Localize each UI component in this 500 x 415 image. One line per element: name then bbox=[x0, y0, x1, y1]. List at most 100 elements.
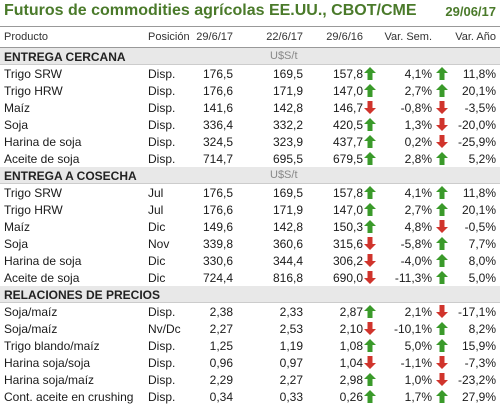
section-header: RELACIONES DE PRECIOS bbox=[0, 286, 500, 303]
arrow-up-icon bbox=[364, 339, 376, 352]
price-week-ago: 142,8 bbox=[272, 101, 303, 115]
var-yearly: 11,8% bbox=[462, 67, 496, 81]
column-header-price-current: 29/6/17 bbox=[196, 31, 233, 43]
product-name: Trigo SRW bbox=[4, 67, 63, 81]
arrow-down-icon bbox=[364, 356, 376, 369]
var-yearly: -3,5% bbox=[464, 101, 496, 115]
price-year-ago: 420,5 bbox=[332, 118, 363, 132]
var-weekly: -5,8% bbox=[400, 237, 432, 251]
section-title: ENTREGA CERCANA bbox=[4, 50, 126, 64]
arrow-up-icon bbox=[364, 67, 376, 80]
var-yearly: 5,2% bbox=[468, 152, 496, 166]
var-yearly: 7,7% bbox=[468, 237, 496, 251]
var-weekly: -1,1% bbox=[400, 356, 432, 370]
section-title: ENTREGA A COSECHA bbox=[4, 169, 137, 183]
table-row: Soja/maíz Nv/Dc 2,27 2,53 2,10 -10,1% 8,2% bbox=[0, 320, 500, 337]
arrow-up-icon bbox=[364, 203, 376, 216]
arrow-down-icon bbox=[436, 135, 448, 148]
arrow-down-icon bbox=[436, 373, 448, 386]
column-header-posicion: Posición bbox=[148, 31, 190, 43]
price-year-ago: 315,6 bbox=[332, 237, 363, 251]
price-current: 1,25 bbox=[209, 339, 233, 353]
price-current: 714,7 bbox=[202, 152, 233, 166]
price-week-ago: 816,8 bbox=[272, 271, 303, 285]
price-current: 0,34 bbox=[209, 390, 233, 404]
price-current: 336,4 bbox=[202, 118, 233, 132]
column-header-var-ano: Var. Año bbox=[455, 31, 496, 43]
price-week-ago: 171,9 bbox=[272, 203, 303, 217]
price-week-ago: 360,6 bbox=[272, 237, 303, 251]
table-row: Trigo blando/maíz Disp. 1,25 1,19 1,08 5,0% 15… bbox=[0, 337, 500, 354]
var-weekly: 1,0% bbox=[404, 373, 432, 387]
arrow-up-icon bbox=[364, 373, 376, 386]
var-weekly: 4,1% bbox=[404, 67, 432, 81]
price-year-ago: 157,8 bbox=[332, 67, 363, 81]
table-row: Harina de soja Disp. 324,5 323,9 437,7 0,2% -2… bbox=[0, 133, 500, 150]
price-year-ago: 1,08 bbox=[339, 339, 363, 353]
arrow-down-icon bbox=[436, 220, 448, 233]
price-table: ENTREGA CERCANA U$S/t Trigo SRW Disp. 176,5 1… bbox=[0, 48, 500, 405]
arrow-down-icon bbox=[436, 356, 448, 369]
price-current: 176,6 bbox=[202, 84, 233, 98]
var-yearly: 20,1% bbox=[461, 203, 496, 217]
price-week-ago: 1,19 bbox=[279, 339, 303, 353]
arrow-up-icon bbox=[436, 67, 448, 80]
table-row: Trigo SRW Jul 176,5 169,5 157,8 4,1% 11,8% bbox=[0, 184, 500, 201]
product-name: Trigo blando/maíz bbox=[4, 339, 100, 353]
price-year-ago: 147,0 bbox=[332, 84, 363, 98]
price-week-ago: 169,5 bbox=[272, 186, 303, 200]
table-row: Trigo SRW Disp. 176,5 169,5 157,8 4,1% 11,8% bbox=[0, 65, 500, 82]
position: Disp. bbox=[148, 84, 176, 98]
column-header-var-sem: Var. Sem. bbox=[384, 31, 432, 43]
section-unit: U$S/t bbox=[270, 50, 298, 62]
position: Disp. bbox=[148, 356, 176, 370]
product-name: Trigo HRW bbox=[4, 203, 63, 217]
price-current: 141,6 bbox=[202, 101, 233, 115]
var-weekly: 5,0% bbox=[404, 339, 432, 353]
table-row: Cont. aceite en crushing Disp. 0,34 0,33 0,2… bbox=[0, 388, 500, 405]
price-year-ago: 2,87 bbox=[339, 305, 363, 319]
position: Disp. bbox=[148, 305, 176, 319]
var-weekly: 1,7% bbox=[404, 390, 432, 404]
report-date: 29/06/17 bbox=[445, 4, 496, 19]
var-weekly: 4,1% bbox=[404, 186, 432, 200]
product-name: Maíz bbox=[4, 220, 31, 234]
arrow-up-icon bbox=[364, 220, 376, 233]
position: Nov bbox=[148, 237, 170, 251]
position: Dic bbox=[148, 254, 166, 268]
var-weekly: 2,7% bbox=[404, 203, 432, 217]
price-week-ago: 332,2 bbox=[272, 118, 303, 132]
var-weekly: -0,8% bbox=[400, 101, 432, 115]
price-week-ago: 2,27 bbox=[279, 373, 303, 387]
price-year-ago: 1,04 bbox=[339, 356, 363, 370]
var-weekly: 2,1% bbox=[404, 305, 432, 319]
arrow-up-icon bbox=[436, 84, 448, 97]
product-name: Soja/maíz bbox=[4, 305, 58, 319]
price-current: 2,29 bbox=[209, 373, 233, 387]
section-unit: U$S/t bbox=[270, 169, 298, 181]
table-row: Aceite de soja Dic 724,4 816,8 690,0 -11,3% 5,… bbox=[0, 269, 500, 286]
product-name: Cont. aceite en crushing bbox=[4, 390, 134, 404]
var-yearly: 20,1% bbox=[461, 84, 496, 98]
var-weekly: -11,3% bbox=[394, 271, 432, 285]
price-year-ago: 690,0 bbox=[332, 271, 363, 285]
table-row: Aceite de soja Disp. 714,7 695,5 679,5 2,8% 5,… bbox=[0, 150, 500, 167]
var-yearly: 27,9% bbox=[461, 390, 496, 404]
position: Disp. bbox=[148, 67, 176, 81]
position: Disp. bbox=[148, 101, 176, 115]
var-weekly: 2,8% bbox=[404, 152, 432, 166]
position: Disp. bbox=[148, 135, 176, 149]
table-row: Harina soja/maíz Disp. 2,29 2,27 2,98 1,0% -23… bbox=[0, 371, 500, 388]
price-week-ago: 344,4 bbox=[272, 254, 303, 268]
product-name: Soja/maíz bbox=[4, 322, 58, 336]
section-header: ENTREGA CERCANA U$S/t bbox=[0, 48, 500, 65]
price-current: 330,6 bbox=[202, 254, 233, 268]
price-week-ago: 169,5 bbox=[272, 67, 303, 81]
var-weekly: -4,0% bbox=[400, 254, 432, 268]
price-current: 339,8 bbox=[202, 237, 233, 251]
arrow-up-icon bbox=[436, 322, 448, 335]
price-week-ago: 0,33 bbox=[279, 390, 303, 404]
arrow-down-icon bbox=[436, 305, 448, 318]
price-current: 0,96 bbox=[209, 356, 233, 370]
arrow-up-icon bbox=[364, 186, 376, 199]
